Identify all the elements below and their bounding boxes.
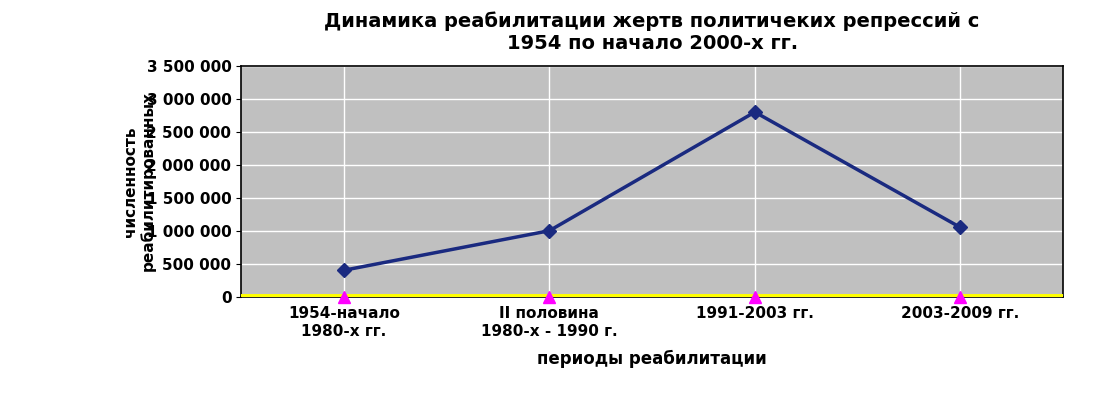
Title: Динамика реабилитации жертв политичеких репрессий с
1954 по начало 2000-х гг.: Динамика реабилитации жертв политичеких … <box>324 12 980 53</box>
Y-axis label: численность
реабилитированных: численность реабилитированных <box>123 91 156 271</box>
X-axis label: периоды реабилитации: периоды реабилитации <box>537 350 767 368</box>
